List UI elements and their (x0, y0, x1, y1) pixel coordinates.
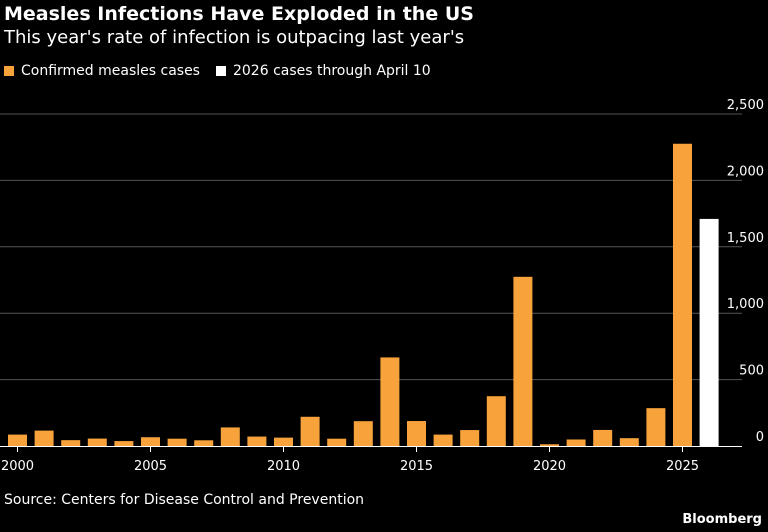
x-tick-label-2020: 2020 (533, 459, 566, 474)
bar-2017 (460, 430, 480, 446)
bar-2002 (61, 440, 81, 446)
bar-2003 (87, 438, 107, 446)
bar-2021 (566, 439, 586, 446)
bar-2012 (327, 438, 347, 446)
y-tick-label-500: 500 (739, 364, 764, 379)
bar-2009 (247, 436, 267, 446)
bar-2007 (194, 440, 214, 446)
gridlines (0, 113, 742, 381)
legend-swatch-2026 (215, 66, 226, 76)
axes: 0 500 1,000 1,500 2,000 2,500 2000 2005 2010 2015… (0, 98, 764, 474)
bar-2026 (699, 218, 719, 446)
x-tick-label-2015: 2015 (400, 459, 433, 474)
chart-title: Measles Infections Have Exploded in the … (4, 3, 474, 25)
bar-2004 (114, 441, 134, 446)
bar-2005 (141, 437, 160, 446)
legend: Confirmed measles cases 2026 cases throu… (4, 63, 447, 79)
brand-logo: Bloomberg (682, 512, 762, 527)
source-note: Source: Centers for Disease Control and … (4, 492, 365, 508)
y-tick-label-0: 0 (756, 430, 764, 445)
y-tick-label-1000: 1,000 (727, 297, 764, 312)
bar-2008 (220, 427, 240, 446)
bars (8, 143, 719, 446)
bar-2011 (300, 416, 320, 446)
chart-subtitle: This year's rate of infection is outpaci… (4, 27, 465, 48)
bar-2014 (380, 357, 400, 446)
x-tick-label-2005: 2005 (134, 459, 167, 474)
bar-2001 (34, 430, 54, 446)
legend-label-confirmed: Confirmed measles cases (21, 63, 200, 79)
bar-2000 (8, 434, 27, 446)
x-tick-label-2000: 2000 (1, 459, 34, 474)
legend-swatch-confirmed (4, 66, 14, 76)
legend-label-2026: 2026 cases through April 10 (232, 63, 431, 79)
y-tick-label-1500: 1,500 (727, 231, 764, 246)
x-tick-label-2025: 2025 (666, 459, 699, 474)
bar-2018 (486, 396, 506, 446)
legend-item-confirmed: Confirmed measles cases (4, 63, 200, 79)
x-tick-label-2010: 2010 (267, 459, 300, 474)
bar-2006 (167, 438, 187, 446)
y-tick-label-2000: 2,000 (727, 164, 764, 179)
bar-2010 (274, 437, 293, 446)
bar-2019 (513, 276, 533, 446)
bar-2023 (619, 438, 639, 446)
legend-item-2026: 2026 cases through April 10 (215, 63, 431, 79)
bar-2020 (540, 444, 559, 446)
bar-2016 (433, 434, 453, 446)
bar-2015 (407, 421, 426, 446)
y-tick-label-2500: 2,500 (727, 98, 764, 113)
bar-2013 (353, 421, 373, 446)
bar-2024 (646, 408, 666, 446)
bar-2022 (593, 429, 613, 446)
bar-2025 (673, 143, 692, 446)
